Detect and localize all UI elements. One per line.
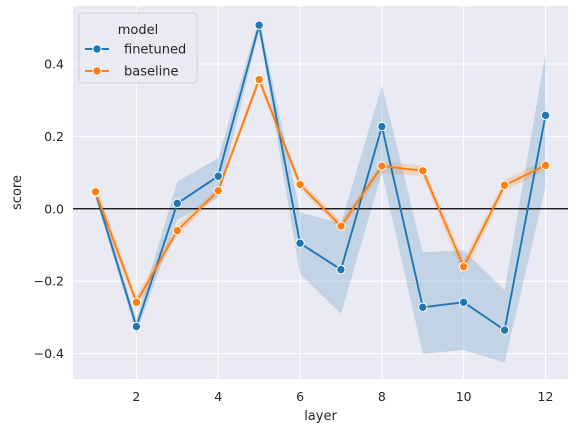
x-axis-ticks: 2 4 6 8 10 12 [132,389,553,404]
data-point-finetuned [213,171,223,181]
data-point-finetuned [418,302,428,312]
y-axis-label: score [10,175,25,210]
x-axis-label: layer [304,409,337,424]
data-point-finetuned [377,121,387,132]
data-point-baseline [499,180,510,190]
data-point-baseline [540,160,551,171]
data-point-baseline [295,179,305,190]
y-tick-label: 0.2 [44,129,64,144]
data-point-finetuned [172,198,183,209]
confidence-band-finetuned [95,18,546,363]
series-line-baseline [94,78,546,304]
confidence-bands [95,18,546,363]
data-point-baseline [418,166,428,176]
x-tick-label: 10 [456,389,472,404]
data-point-finetuned [499,325,510,335]
y-tick-label: 0.4 [44,56,64,71]
data-point-baseline [131,297,142,307]
data-point-baseline [213,185,223,196]
x-tick-label: 2 [132,389,140,404]
series-markers [90,20,551,335]
data-point-baseline [458,262,469,272]
data-point-baseline [172,225,183,236]
data-point-baseline [254,74,264,85]
legend-label-finetuned: finetuned [124,43,186,58]
data-point-finetuned [458,297,469,307]
y-axis-ticks: −0.4 −0.2 0.0 0.2 0.4 [34,56,64,361]
series-line-finetuned [94,24,547,332]
data-point-baseline [90,187,101,197]
legend-box [78,12,198,84]
data-point-baseline [336,221,346,231]
y-tick-label: 0.0 [44,201,64,216]
series-lines [94,24,547,332]
data-point-finetuned [336,264,346,275]
data-point-finetuned [254,20,264,30]
y-tick-label: −0.4 [34,346,64,361]
legend-title: model [118,23,158,38]
x-tick-label: 6 [296,389,304,404]
data-point-finetuned [131,321,142,332]
x-tick-label: 12 [538,389,554,404]
y-tick-label: −0.2 [34,274,64,289]
legend-label-baseline: baseline [124,65,178,80]
data-point-finetuned [295,238,305,248]
legend-marker-finetuned [92,44,102,54]
data-point-finetuned [540,110,551,121]
legend-marker-baseline [92,66,102,76]
legend: model finetuned baseline [78,12,198,84]
data-point-baseline [377,161,387,171]
x-tick-label: 8 [378,389,386,404]
x-tick-label: 4 [214,389,222,404]
legend-items: finetuned baseline [85,43,186,80]
